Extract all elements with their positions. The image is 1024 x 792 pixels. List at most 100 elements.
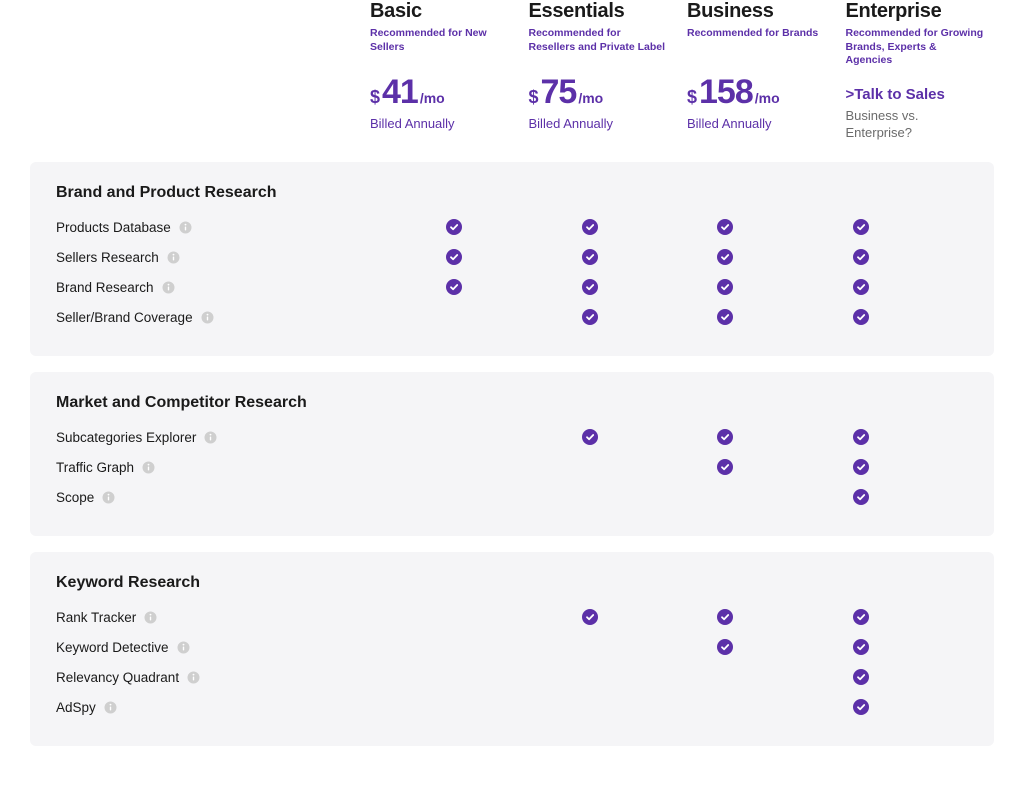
feature-cell	[562, 669, 698, 685]
section-title: Keyword Research	[56, 574, 968, 592]
feature-cell	[833, 489, 969, 505]
info-icon[interactable]	[144, 611, 157, 624]
check-icon	[853, 309, 869, 325]
plan-recommended: Recommended for New Sellers	[370, 27, 509, 55]
feature-cell	[697, 309, 833, 325]
feature-label: Subcategories Explorer	[56, 430, 426, 445]
check-icon	[446, 219, 462, 235]
feature-row: Rank Tracker	[56, 602, 968, 632]
feature-label-text: Seller/Brand Coverage	[56, 310, 193, 325]
price-amount: 41	[382, 73, 418, 112]
feature-cell	[697, 219, 833, 235]
info-icon[interactable]	[177, 641, 190, 654]
info-icon[interactable]	[167, 251, 180, 264]
feature-cell	[833, 459, 969, 475]
feature-label: Relevancy Quadrant	[56, 670, 426, 685]
feature-cell	[833, 639, 969, 655]
info-icon[interactable]	[204, 431, 217, 444]
feature-cell	[697, 669, 833, 685]
feature-label-text: Keyword Detective	[56, 640, 169, 655]
feature-cell	[426, 489, 562, 505]
feature-cell	[562, 489, 698, 505]
feature-cell	[426, 699, 562, 715]
price-currency: $	[687, 87, 697, 108]
feature-cell	[833, 249, 969, 265]
check-icon	[582, 609, 598, 625]
plans-header: Basic Recommended for New Sellers $ 41 /…	[30, 0, 994, 162]
feature-label: Products Database	[56, 220, 426, 235]
feature-label-text: Rank Tracker	[56, 610, 136, 625]
feature-cell	[562, 309, 698, 325]
check-icon	[582, 429, 598, 445]
check-icon	[717, 639, 733, 655]
feature-label-text: Sellers Research	[56, 250, 159, 265]
feature-cell	[562, 279, 698, 295]
check-icon	[717, 219, 733, 235]
check-icon	[853, 429, 869, 445]
feature-label: Keyword Detective	[56, 640, 426, 655]
info-icon[interactable]	[187, 671, 200, 684]
plan-price: $ 41 /mo	[370, 73, 509, 112]
feature-cell	[426, 309, 562, 325]
check-icon	[853, 489, 869, 505]
plan-recommended: Recommended for Resellers and Private La…	[529, 27, 668, 55]
feature-cell	[697, 249, 833, 265]
info-icon[interactable]	[162, 281, 175, 294]
price-note: Billed Annually	[687, 116, 826, 131]
check-icon	[582, 279, 598, 295]
plan-col-essentials: Essentials Recommended for Resellers and…	[519, 0, 678, 142]
plan-recommended: Recommended for Growing Brands, Experts …	[846, 27, 985, 68]
section-title: Brand and Product Research	[56, 184, 968, 202]
info-icon[interactable]	[201, 311, 214, 324]
feature-label: Sellers Research	[56, 250, 426, 265]
feature-cell	[833, 309, 969, 325]
check-icon	[853, 279, 869, 295]
feature-cell	[426, 609, 562, 625]
feature-cell	[426, 639, 562, 655]
feature-cell	[697, 699, 833, 715]
feature-cell	[562, 459, 698, 475]
feature-cell	[426, 219, 562, 235]
talk-to-sales-link[interactable]: >Talk to Sales	[846, 86, 985, 103]
check-icon	[446, 249, 462, 265]
check-icon	[582, 249, 598, 265]
feature-cell	[562, 429, 698, 445]
check-icon	[853, 459, 869, 475]
feature-cell	[697, 609, 833, 625]
plan-price: $ 158 /mo	[687, 73, 826, 112]
feature-section: Keyword Research Rank Tracker Keyword Dete…	[30, 552, 994, 746]
feature-section: Market and Competitor ResearchSubcategor…	[30, 372, 994, 536]
info-icon[interactable]	[142, 461, 155, 474]
plan-col-business: Business Recommended for Brands $ 158 /m…	[677, 0, 836, 142]
feature-label: Brand Research	[56, 280, 426, 295]
price-note: Billed Annually	[529, 116, 668, 131]
price-amount: 158	[699, 73, 753, 112]
check-icon	[717, 309, 733, 325]
feature-row: Products Database	[56, 212, 968, 242]
feature-label: Seller/Brand Coverage	[56, 310, 426, 325]
feature-cell	[697, 429, 833, 445]
feature-label-text: Brand Research	[56, 280, 154, 295]
check-icon	[717, 609, 733, 625]
check-icon	[582, 309, 598, 325]
info-icon[interactable]	[179, 221, 192, 234]
info-icon[interactable]	[104, 701, 117, 714]
info-icon[interactable]	[102, 491, 115, 504]
feature-cell	[697, 639, 833, 655]
plan-name: Enterprise	[846, 0, 985, 23]
check-icon	[853, 219, 869, 235]
price-note: Billed Annually	[370, 116, 509, 131]
feature-row: Traffic Graph	[56, 452, 968, 482]
feature-cell	[562, 609, 698, 625]
feature-row: Brand Research	[56, 272, 968, 302]
feature-section: Brand and Product Research Products Datab…	[30, 162, 994, 356]
pricing-table: Basic Recommended for New Sellers $ 41 /…	[0, 0, 1024, 792]
feature-cell	[833, 279, 969, 295]
feature-cell	[426, 459, 562, 475]
sales-subtext[interactable]: Business vs. Enterprise?	[846, 107, 985, 142]
price-period: /mo	[420, 90, 445, 106]
check-icon	[446, 279, 462, 295]
feature-cell	[562, 249, 698, 265]
check-icon	[853, 609, 869, 625]
feature-cell	[562, 639, 698, 655]
